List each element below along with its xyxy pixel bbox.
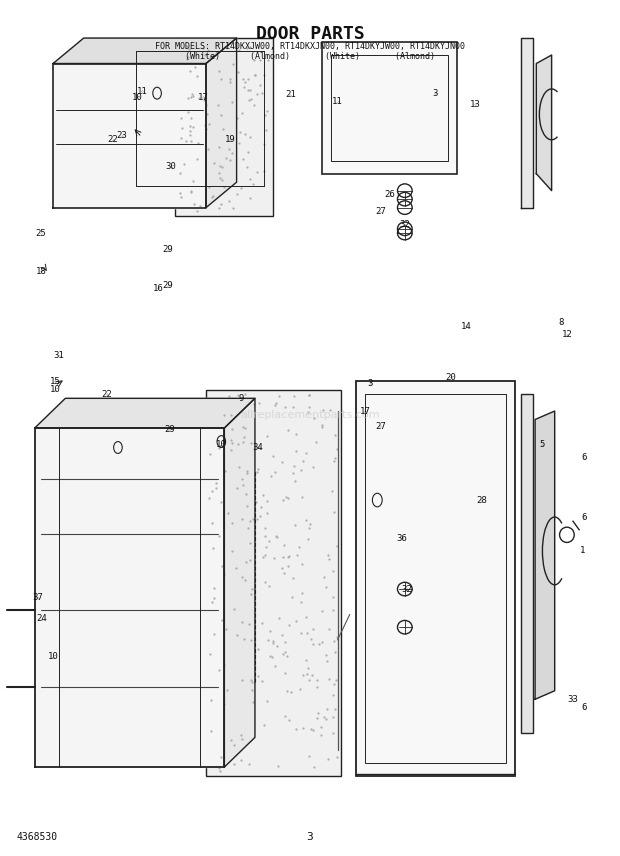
Polygon shape (535, 411, 555, 699)
Text: 22: 22 (102, 389, 112, 399)
Polygon shape (224, 398, 255, 767)
Text: 13: 13 (470, 99, 480, 109)
Text: 36: 36 (396, 533, 407, 543)
Text: 5: 5 (540, 441, 545, 449)
Text: 11: 11 (136, 87, 147, 96)
Text: 4368530: 4368530 (16, 831, 58, 841)
Polygon shape (53, 63, 206, 208)
Polygon shape (53, 38, 237, 63)
Text: 24: 24 (37, 615, 48, 623)
Text: FOR MODELS: RT14DKXJW00, RT14DKXJN00, RT14DKYJW00, RT14DKYJN00: FOR MODELS: RT14DKXJW00, RT14DKXJN00, RT… (155, 42, 465, 51)
Text: 8: 8 (558, 318, 564, 326)
Text: 6: 6 (582, 453, 587, 462)
Text: 10: 10 (132, 93, 143, 102)
Polygon shape (206, 38, 237, 208)
Bar (365, 394, 506, 763)
Bar (206, 389, 340, 776)
Text: 27: 27 (375, 207, 386, 217)
Polygon shape (521, 38, 533, 208)
Text: 10: 10 (48, 652, 58, 662)
Text: 33: 33 (568, 695, 578, 704)
Text: 10: 10 (216, 441, 227, 449)
Text: 3: 3 (367, 379, 373, 389)
Text: 18: 18 (35, 267, 46, 276)
Text: 27: 27 (375, 422, 386, 431)
Text: 26: 26 (384, 190, 395, 199)
Text: 32: 32 (399, 220, 410, 229)
Text: 9: 9 (239, 394, 244, 403)
Text: 17: 17 (360, 407, 370, 415)
Text: 12: 12 (562, 330, 572, 339)
Text: (White)      (Almond)       (White)       (Almond): (White) (Almond) (White) (Almond) (185, 52, 435, 62)
Text: 20: 20 (445, 372, 456, 382)
Text: 14: 14 (461, 322, 471, 330)
Text: 25: 25 (35, 229, 46, 237)
Text: 29: 29 (162, 281, 174, 290)
Text: 19: 19 (225, 135, 236, 145)
Text: 3: 3 (307, 831, 313, 841)
Polygon shape (35, 428, 224, 767)
Text: 34: 34 (252, 443, 264, 452)
Text: 1: 1 (580, 546, 585, 556)
Text: 6: 6 (582, 513, 587, 521)
Text: 29: 29 (162, 246, 174, 254)
Bar (126, 42, 273, 195)
Text: DOOR PARTS: DOOR PARTS (255, 25, 365, 43)
Text: 32: 32 (401, 585, 412, 593)
Text: 37: 37 (32, 593, 43, 602)
Text: 30: 30 (165, 163, 176, 171)
Text: 28: 28 (476, 496, 487, 504)
Text: 17: 17 (198, 93, 208, 102)
Text: 16: 16 (153, 283, 164, 293)
Polygon shape (35, 398, 255, 428)
Bar (175, 38, 273, 216)
Polygon shape (536, 55, 552, 191)
Text: 15: 15 (50, 377, 60, 386)
Text: 29: 29 (164, 425, 175, 434)
Text: 11: 11 (332, 97, 343, 106)
Text: 6: 6 (582, 704, 587, 712)
Bar (322, 42, 457, 174)
Bar (332, 55, 448, 161)
Bar (521, 394, 533, 733)
Text: 23: 23 (116, 131, 127, 140)
Text: 31: 31 (54, 352, 64, 360)
Text: allreplacementparts.com: allreplacementparts.com (240, 410, 380, 420)
Text: 21: 21 (285, 91, 296, 99)
Text: 3: 3 (433, 89, 438, 98)
Text: 22: 22 (108, 135, 118, 145)
Text: 10: 10 (50, 385, 60, 395)
Bar (356, 382, 515, 776)
